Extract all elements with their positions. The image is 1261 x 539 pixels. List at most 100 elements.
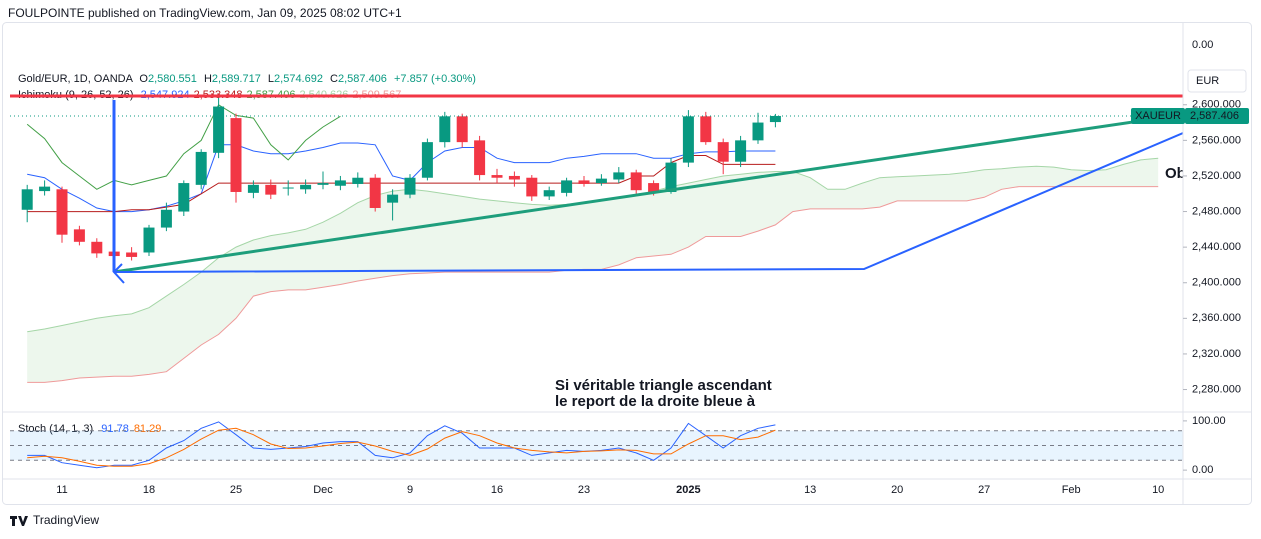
publisher: FOULPOINTE published on TradingView.com,… <box>8 6 402 20</box>
stoch-pane <box>10 421 1183 469</box>
x-tick-label: 2025 <box>676 484 700 496</box>
candle-body <box>578 180 590 184</box>
ohlc-value: 2,580.551 <box>148 73 197 85</box>
candle-body <box>491 175 503 178</box>
y-tick-label: 2,600.000 <box>1192 99 1241 111</box>
candle-body <box>265 184 277 195</box>
ohlc-value: 2,574.692 <box>274 73 323 85</box>
x-tick-label: 10 <box>1152 484 1164 496</box>
candle-body <box>213 106 225 153</box>
candle-body <box>300 184 312 190</box>
y-tick-label: 2,440.000 <box>1192 241 1241 253</box>
y-tick-label: 2,520.000 <box>1192 170 1241 182</box>
x-tick-label: 16 <box>491 484 503 496</box>
y2-tick-label: 100.00 <box>1192 415 1226 427</box>
x-tick-label: 11 <box>56 484 67 496</box>
candle-body <box>508 175 520 180</box>
price-tag <box>1185 107 1249 124</box>
y-tick-label: 2,360.000 <box>1192 312 1241 324</box>
ohlc-value: 2,587.406 <box>338 73 387 85</box>
brand: TradingView <box>10 513 99 527</box>
candle-body <box>404 177 416 195</box>
stoch-legend: Stoch (14, 1, 3) 91.78 81.29 <box>18 423 161 435</box>
candle-body <box>561 180 573 193</box>
candle-body <box>717 142 729 162</box>
projection-line <box>113 132 1183 273</box>
candle-layer <box>10 97 1183 270</box>
brand-name: TradingView <box>33 513 99 527</box>
annotation: Si véritable triangle ascendant le repor… <box>555 165 1183 410</box>
ohlc-key: L <box>268 73 274 85</box>
candle-body <box>595 178 607 184</box>
candle-body <box>682 116 694 163</box>
candle-body <box>700 116 712 143</box>
candle-body <box>73 229 85 242</box>
ohlc-key: C <box>330 73 338 85</box>
candle-body <box>126 252 138 257</box>
stoch-value: 81.29 <box>134 423 162 435</box>
candle-body <box>178 183 190 212</box>
top-scale-label: 0.00 <box>1192 39 1213 51</box>
candle-body <box>630 172 642 191</box>
symbol-legend: Gold/EUR, 1D, OANDA O2,580.551 H2,589.71… <box>18 73 476 85</box>
candle-body <box>474 140 486 176</box>
candle-body <box>421 142 433 178</box>
x-tick-label: 27 <box>978 484 990 496</box>
candle-body <box>456 116 468 143</box>
candle-body <box>735 140 747 162</box>
brand-logo <box>10 516 28 526</box>
candle-body <box>317 183 329 185</box>
y-tick-label: 2,560.000 <box>1192 134 1241 146</box>
axes: 0.00 EUR 2,600.000 2,560.000 2,520.000 2,48… <box>56 39 1249 496</box>
candle-body <box>143 227 155 253</box>
currency: EUR <box>1196 75 1219 87</box>
y2-tick-label: 0.00 <box>1192 464 1213 476</box>
price-tag-text: 2,587.406 <box>1190 110 1239 122</box>
candle-body <box>195 151 207 185</box>
candle-body <box>230 118 242 192</box>
y-tick-label: 2,480.000 <box>1192 205 1241 217</box>
ohlc-key: H <box>204 73 212 85</box>
candle-body <box>56 189 68 235</box>
candle-body <box>369 177 381 208</box>
candle-body <box>334 180 346 186</box>
ohlc-key: O <box>139 73 148 85</box>
x-tick-label: 18 <box>143 484 155 496</box>
currency-box <box>1187 69 1247 93</box>
symbol-tag-text: XAUEUR <box>1135 110 1181 122</box>
stoch-value: 91.78 <box>101 423 129 435</box>
support-trendline <box>113 116 1161 274</box>
candle-body <box>665 162 677 192</box>
candle-body <box>352 177 364 184</box>
candle-body <box>526 177 538 197</box>
stoch-line <box>27 427 776 467</box>
ichimoku-line <box>26 104 341 190</box>
candle-body <box>247 184 259 193</box>
stoch-label: Stoch (14, 1, 3) <box>18 423 93 435</box>
x-tick-label: 25 <box>230 484 242 496</box>
candle-body <box>21 189 33 210</box>
x-tick-label: Dec <box>313 484 333 496</box>
y-tick-label: 2,320.000 <box>1192 348 1241 360</box>
chart-frame <box>2 22 1252 505</box>
x-tick-label: 20 <box>891 484 903 496</box>
candle-body <box>439 116 451 143</box>
annotation-line: Si véritable triangle ascendant <box>555 377 772 394</box>
candle-body <box>387 194 399 203</box>
drawings <box>10 94 1183 284</box>
symbol: Gold/EUR, 1D, OANDA <box>18 73 134 85</box>
change: +7.857 (+0.30%) <box>394 73 476 85</box>
candle-body <box>282 187 294 189</box>
candle-body <box>613 172 625 180</box>
y-tick-label: 2,280.000 <box>1192 383 1241 395</box>
x-tick-label: 9 <box>407 484 413 496</box>
x-tick-label: 13 <box>804 484 816 496</box>
candle-body <box>543 190 555 197</box>
x-tick-label: Feb <box>1062 484 1081 496</box>
candle-body <box>648 183 660 193</box>
y-tick-label: 2,400.000 <box>1192 277 1241 289</box>
annotation-line: le report de la droite bleue à <box>555 393 756 410</box>
candle-body <box>769 115 781 123</box>
symbol-tag <box>1131 107 1185 124</box>
